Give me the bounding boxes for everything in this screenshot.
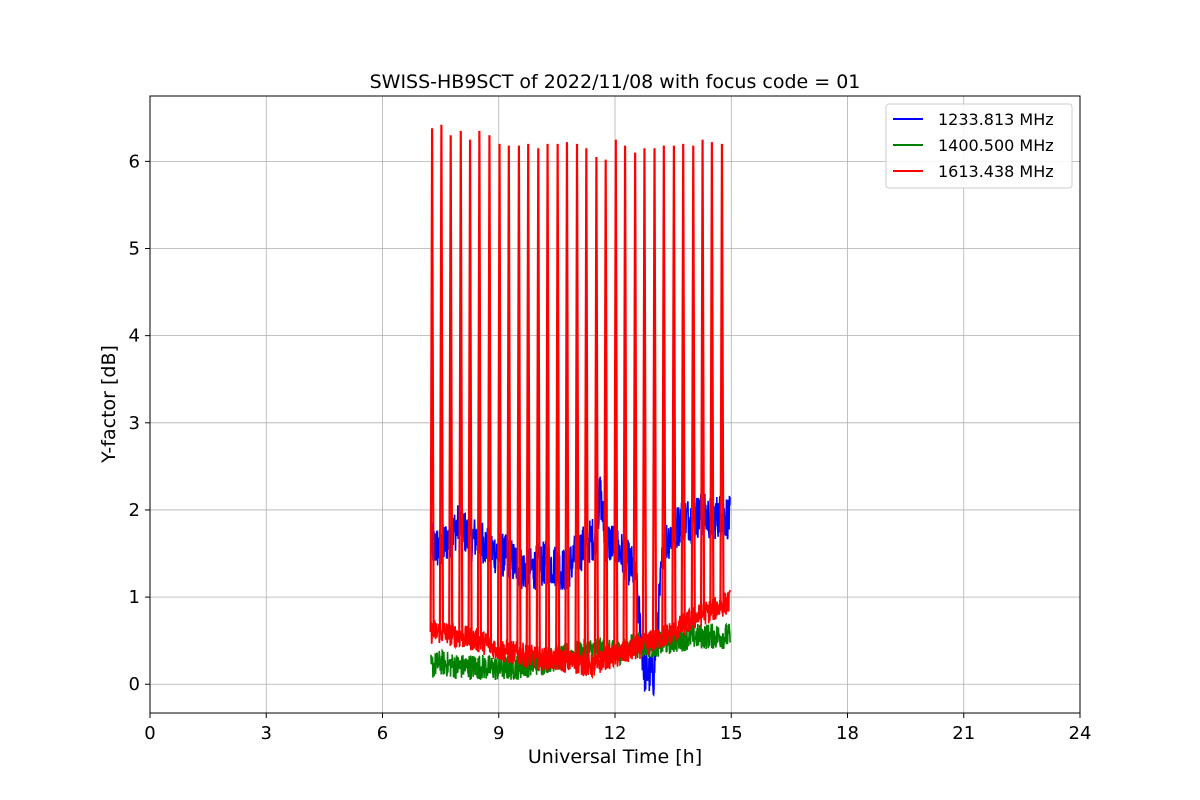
spike-mark bbox=[496, 143, 503, 650]
series-2 bbox=[429, 124, 731, 680]
spike-mark bbox=[458, 130, 464, 637]
spike-mark bbox=[544, 143, 551, 660]
x-tick-label: 0 bbox=[144, 723, 155, 744]
legend-label: 1400.500 MHz bbox=[938, 136, 1054, 155]
x-tick-label: 3 bbox=[261, 723, 272, 744]
x-tick-label: 24 bbox=[1069, 723, 1092, 744]
spike-mark bbox=[448, 135, 454, 635]
legend: 1233.813 MHz 1400.500 MHz 1613.438 MHz bbox=[885, 103, 1073, 189]
spike-mark bbox=[506, 145, 512, 652]
spike-mark bbox=[525, 143, 531, 657]
spike-mark bbox=[516, 145, 522, 654]
spike-mark bbox=[641, 148, 648, 645]
spike-mark bbox=[429, 128, 435, 632]
spike-mark bbox=[438, 124, 444, 633]
spike-mark bbox=[632, 152, 638, 650]
x-tick-label: 9 bbox=[493, 723, 504, 744]
spike-mark bbox=[719, 143, 725, 606]
y-tick-label: 3 bbox=[129, 413, 140, 434]
spike-mark bbox=[555, 143, 561, 660]
spike-mark bbox=[671, 145, 677, 632]
spike-mark bbox=[603, 159, 609, 658]
spike-mark bbox=[661, 145, 667, 637]
y-tick-label: 4 bbox=[129, 326, 140, 347]
legend-box bbox=[885, 103, 1073, 189]
spike-mark bbox=[535, 148, 541, 659]
spike-mark bbox=[564, 142, 570, 662]
spike-mark bbox=[651, 148, 658, 641]
y-tick-label: 6 bbox=[129, 151, 140, 172]
x-tick-label: 18 bbox=[836, 723, 859, 744]
x-tick-label: 12 bbox=[604, 723, 627, 744]
spike-mark bbox=[690, 145, 696, 619]
spike-mark bbox=[699, 139, 706, 615]
y-tick-label: 5 bbox=[129, 239, 140, 260]
spike-mark bbox=[574, 143, 580, 663]
series-line bbox=[430, 589, 731, 680]
spike-mark bbox=[680, 143, 686, 626]
series-layer bbox=[429, 124, 731, 697]
x-tick-label: 21 bbox=[952, 723, 975, 744]
spike-mark bbox=[476, 130, 482, 641]
spike-mark bbox=[486, 135, 493, 646]
spike-mark bbox=[583, 148, 589, 665]
x-axis-label: Universal Time [h] bbox=[528, 746, 702, 768]
spike-mark bbox=[709, 142, 715, 611]
y-tick-label: 0 bbox=[129, 674, 140, 695]
y-axis-label: Y-factor [dB] bbox=[98, 345, 120, 464]
spike-mark bbox=[593, 156, 599, 666]
spike-mark bbox=[622, 145, 628, 653]
chart-title: SWISS-HB9SCT of 2022/11/08 with focus co… bbox=[370, 71, 861, 93]
x-tick-label: 15 bbox=[720, 723, 743, 744]
spike-mark bbox=[467, 139, 473, 639]
y-tick-label: 1 bbox=[129, 587, 140, 608]
y-tick-label: 2 bbox=[129, 500, 140, 521]
legend-label: 1233.813 MHz bbox=[938, 110, 1054, 129]
spike-mark bbox=[613, 139, 619, 657]
legend-label: 1613.438 MHz bbox=[938, 162, 1054, 181]
x-tick-label: 6 bbox=[377, 723, 388, 744]
